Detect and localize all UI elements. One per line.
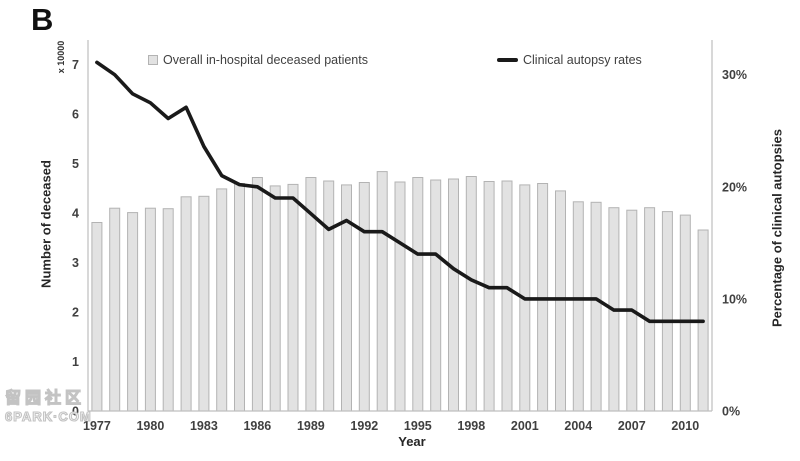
watermark: 留园社区 6PARK·COM bbox=[4, 389, 92, 425]
y-right-tick-20: 20% bbox=[722, 180, 747, 194]
y-axis-title-left: Number of deceased bbox=[38, 160, 54, 288]
bar-2000 bbox=[501, 180, 513, 412]
autopsy-rate-line bbox=[95, 60, 705, 324]
bar-1999 bbox=[483, 181, 495, 412]
x-tick-1983: 1983 bbox=[190, 419, 218, 433]
y-axis-unit-note: x 10000 bbox=[56, 40, 66, 74]
y-left-tick-6: 6 bbox=[72, 108, 79, 122]
bar-1987 bbox=[269, 185, 281, 412]
x-tick-2004: 2004 bbox=[564, 419, 592, 433]
bar-1994 bbox=[394, 181, 406, 412]
x-tick-2007: 2007 bbox=[618, 419, 646, 433]
y-left-tick-4: 4 bbox=[72, 207, 79, 221]
bar-2003 bbox=[555, 190, 566, 412]
bar-1980 bbox=[144, 207, 156, 412]
x-tick-1989: 1989 bbox=[297, 419, 325, 433]
bar-1993 bbox=[376, 171, 388, 412]
y-left-tick-0: 0 bbox=[72, 405, 79, 419]
bar-2004 bbox=[572, 201, 584, 412]
bar-1992 bbox=[358, 182, 370, 412]
y-right-tick-30: 30% bbox=[722, 68, 747, 82]
x-tick-1977: 1977 bbox=[83, 419, 111, 433]
bar-1977 bbox=[91, 222, 103, 412]
x-tick-2010: 2010 bbox=[671, 419, 699, 433]
x-tick-2001: 2001 bbox=[511, 419, 539, 433]
bar-2010 bbox=[679, 214, 691, 412]
bar-1988 bbox=[287, 183, 299, 412]
y-right-tick-0: 0% bbox=[722, 405, 740, 419]
y-left-tick-2: 2 bbox=[72, 306, 79, 320]
x-axis-title: Year bbox=[398, 434, 426, 449]
panel-label: B bbox=[31, 2, 54, 37]
bar-1981 bbox=[162, 208, 174, 412]
watermark-line2: 6PARK·COM bbox=[4, 408, 92, 424]
bar-1990 bbox=[323, 180, 335, 412]
bar-1982 bbox=[180, 196, 192, 412]
y-axis-title-right: Percentage of clinical autopsies bbox=[769, 129, 785, 327]
x-tick-1986: 1986 bbox=[243, 419, 271, 433]
y-right-tick-10: 10% bbox=[722, 292, 747, 306]
bar-2008 bbox=[644, 207, 656, 412]
x-tick-1998: 1998 bbox=[457, 419, 485, 433]
bar-1995 bbox=[412, 177, 424, 412]
legend-item-deceased: Overall in-hospital deceased patients bbox=[148, 53, 368, 67]
y-left-tick-5: 5 bbox=[72, 157, 79, 171]
legend-item-autopsy-rate: Clinical autopsy rates bbox=[497, 53, 642, 67]
bar-1986 bbox=[251, 177, 263, 412]
legend-label-autopsy-rate: Clinical autopsy rates bbox=[523, 53, 642, 67]
bar-1983 bbox=[198, 195, 210, 412]
bar-1978 bbox=[109, 207, 121, 412]
bar-2005 bbox=[590, 201, 602, 412]
x-tick-1992: 1992 bbox=[350, 419, 378, 433]
y-left-tick-1: 1 bbox=[72, 355, 79, 369]
bar-swatch-icon bbox=[148, 55, 158, 65]
bar-1984 bbox=[216, 188, 228, 412]
bar-1979 bbox=[127, 212, 139, 412]
bar-1997 bbox=[448, 178, 459, 412]
line-swatch-icon bbox=[497, 58, 518, 62]
bar-1996 bbox=[430, 179, 442, 412]
legend-label-deceased: Overall in-hospital deceased patients bbox=[163, 53, 368, 67]
watermark-line1: 留园社区 bbox=[4, 389, 86, 407]
bar-1998 bbox=[465, 176, 477, 412]
x-tick-1980: 1980 bbox=[136, 419, 164, 433]
x-tick-1995: 1995 bbox=[404, 419, 432, 433]
bar-2009 bbox=[661, 211, 673, 412]
y-left-tick-7: 7 bbox=[72, 58, 79, 72]
bar-1985 bbox=[234, 183, 245, 412]
y-left-tick-3: 3 bbox=[72, 256, 79, 270]
